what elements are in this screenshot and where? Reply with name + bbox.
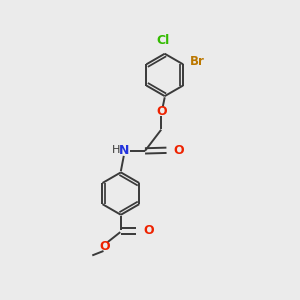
Text: O: O	[156, 105, 166, 118]
Text: O: O	[99, 240, 110, 253]
Text: Br: Br	[190, 56, 204, 68]
Text: Cl: Cl	[157, 34, 170, 47]
Text: O: O	[173, 144, 184, 157]
Text: N: N	[118, 144, 129, 158]
Text: H: H	[112, 145, 120, 155]
Text: O: O	[143, 224, 154, 238]
